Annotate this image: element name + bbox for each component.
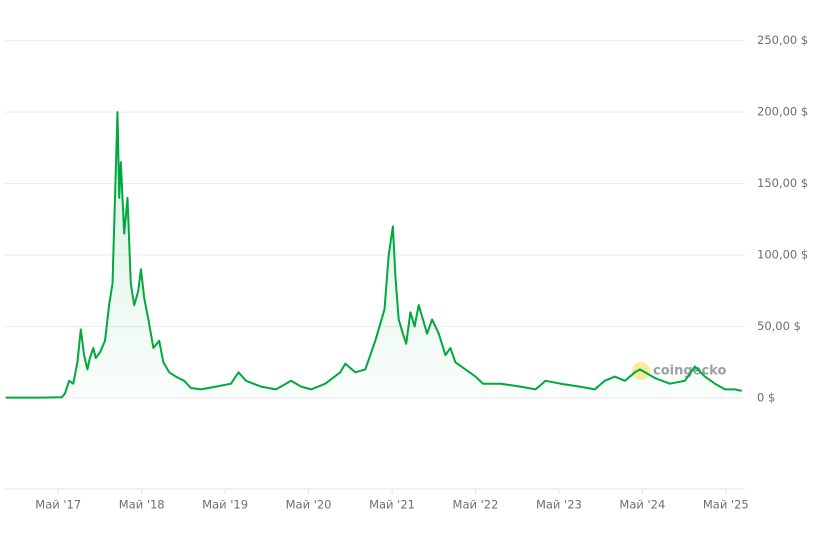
y-tick-label: 250,00 $ bbox=[757, 33, 808, 47]
y-tick-label: 0 $ bbox=[757, 391, 775, 405]
watermark-text: coingecko bbox=[653, 364, 726, 379]
watermark: coingecko bbox=[632, 362, 726, 380]
x-tick-label: Май '17 bbox=[35, 498, 81, 512]
x-tick-label: Май '18 bbox=[119, 498, 165, 512]
x-tick-label: Май '21 bbox=[369, 498, 415, 512]
y-tick-label: 200,00 $ bbox=[757, 105, 808, 119]
x-tick-label: Май '23 bbox=[536, 498, 582, 512]
y-tick-label: 50,00 $ bbox=[757, 319, 801, 333]
x-tick-label: Май '22 bbox=[453, 498, 499, 512]
price-line bbox=[5, 111, 742, 399]
x-tick-label: Май '20 bbox=[286, 498, 332, 512]
x-tick-label: Май '25 bbox=[703, 498, 749, 512]
x-tick-label: Май '19 bbox=[202, 498, 248, 512]
x-tick-label: Май '24 bbox=[619, 498, 665, 512]
price-area bbox=[5, 112, 742, 398]
y-tick-label: 150,00 $ bbox=[757, 176, 808, 190]
y-tick-label: 100,00 $ bbox=[757, 248, 808, 262]
